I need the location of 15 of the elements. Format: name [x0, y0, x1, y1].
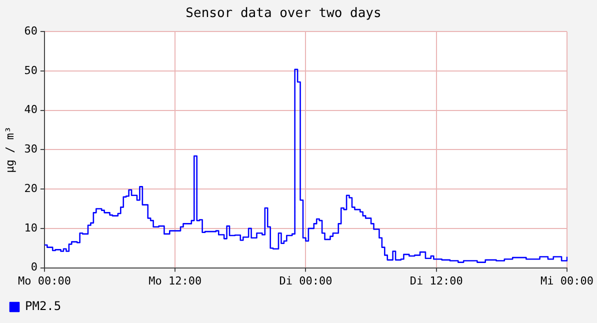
y-tick-label: 0 — [30, 260, 38, 274]
x-tick-label: Mo 00:00 — [18, 274, 71, 288]
legend-label: PM2.5 — [25, 299, 62, 314]
x-tick-label: Mo 12:00 — [148, 274, 202, 288]
x-tick-label: Di 00:00 — [279, 274, 332, 288]
y-tick-label: 50 — [24, 64, 38, 77]
x-tick-label: Mi 00:00 — [540, 274, 594, 288]
y-tick-label: 40 — [24, 103, 38, 116]
y-tick-label: 60 — [24, 24, 38, 38]
x-tick-label: Di 12:00 — [410, 274, 463, 288]
y-tick-label: 20 — [24, 182, 38, 195]
chart-title: Sensor data over two days — [186, 6, 382, 22]
y-tick-label: 10 — [24, 221, 38, 234]
y-axis-title: µg / m³ — [3, 126, 16, 173]
y-tick-label: 30 — [24, 142, 38, 156]
